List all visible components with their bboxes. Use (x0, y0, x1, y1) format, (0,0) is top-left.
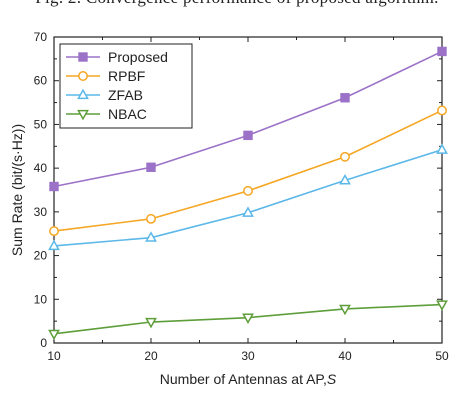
y-tick-label: 70 (34, 30, 48, 44)
data-point (339, 304, 351, 316)
legend: Proposed RPBF ZFAB NBAC (59, 43, 193, 129)
legend-label: Proposed (108, 49, 168, 65)
legend-marker (77, 109, 89, 121)
data-point (243, 185, 253, 196)
y-tick-label: 50 (34, 117, 48, 131)
data-point (340, 93, 350, 103)
series-proposed (49, 46, 447, 192)
x-tick-label: 40 (338, 349, 352, 363)
data-point (340, 151, 350, 162)
x-axis-label-symbol: S (327, 371, 337, 387)
data-point (49, 181, 59, 192)
legend-entry: Proposed (66, 49, 168, 65)
x-axis-label-text: Number of Antennas at AP, (160, 371, 327, 387)
y-tick-label: 40 (34, 161, 48, 175)
y-axis-label: Sum Rate (bit/(s·Hz)) (9, 124, 25, 256)
legend-label: NBAC (108, 106, 147, 122)
figure-caption: Fig. 2. Convergence performance of propo… (0, 0, 474, 8)
series-line (53, 149, 443, 247)
y-tick-label: 60 (34, 74, 48, 88)
series-nbac (48, 300, 448, 341)
y-tick-label: 0 (40, 336, 47, 350)
data-point (48, 329, 60, 341)
y-tick-label: 10 (34, 292, 48, 306)
x-tick-label: 50 (435, 349, 449, 363)
data-point (437, 46, 447, 57)
data-point (243, 130, 253, 141)
data-point (146, 213, 156, 224)
legend-marker (78, 52, 88, 62)
legend-entry: RPBF (66, 68, 145, 84)
series-rpbf (49, 105, 447, 237)
series-layer (48, 46, 448, 341)
x-tick-label: 10 (47, 349, 61, 363)
legend-marker (77, 88, 89, 100)
series-zfab (48, 143, 448, 251)
data-point (146, 162, 156, 172)
data-point (242, 206, 254, 217)
legend-marker (78, 71, 88, 81)
data-point (48, 239, 60, 251)
legend-label: ZFAB (108, 87, 143, 103)
data-point (339, 174, 351, 185)
legend-entry: NBAC (66, 106, 147, 122)
legend-label: RPBF (108, 68, 145, 84)
x-tick-label: 20 (144, 349, 158, 363)
data-point (436, 143, 448, 154)
data-point (49, 226, 59, 237)
x-tick-label: 30 (241, 349, 255, 363)
data-point (145, 317, 157, 329)
data-point (437, 105, 447, 116)
y-tick-label: 20 (34, 249, 48, 263)
y-tick-label: 30 (34, 205, 48, 219)
data-point (242, 313, 254, 325)
data-point (145, 231, 157, 242)
data-point (436, 300, 448, 311)
x-axis-label: Number of Antennas at AP,S (160, 371, 337, 387)
legend-entry: ZFAB (66, 87, 143, 103)
